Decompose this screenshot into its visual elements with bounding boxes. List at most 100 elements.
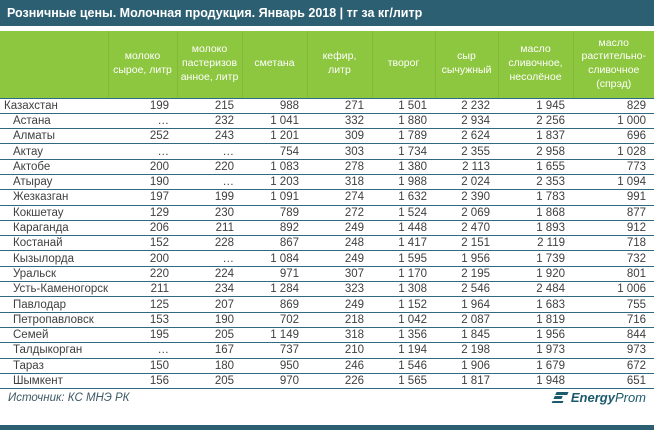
price-value: 1 028	[573, 143, 654, 160]
header-row: молоко сырое, литр молоко пастеризованное…	[0, 31, 654, 99]
price-value: 950	[242, 358, 307, 374]
price-value: 224	[177, 266, 242, 283]
price-value: 190	[177, 312, 242, 328]
price-value: 199	[177, 189, 242, 206]
table-row: Алматы 252 243 1 201 309 1 789 2 624 1 837 696	[0, 128, 654, 145]
price-value: 2 355	[435, 143, 498, 160]
price-value: 1 956	[498, 327, 573, 344]
price-value: 2 195	[435, 266, 498, 283]
price-value: 2 958	[498, 143, 573, 160]
column-header: творог	[371, 31, 435, 99]
price-value: 249	[307, 220, 372, 237]
price-value: 205	[177, 327, 242, 344]
price-value: 332	[307, 113, 372, 130]
price-value: 303	[307, 143, 372, 160]
table-row: Астана… 232 1 041 332 1 880 2 934 2 256 1 000	[0, 113, 654, 130]
price-value: 1 041	[242, 113, 307, 130]
price-value: 867	[242, 235, 307, 252]
price-value: 651	[573, 373, 654, 390]
price-value: 755	[573, 296, 654, 313]
price-value: 1 817	[435, 373, 498, 390]
table-row: Актобе 200 220 1 083 278 1 380 2 113 1 655 773	[0, 159, 654, 175]
region-name: Усть-Каменогорск	[0, 281, 108, 298]
price-value: 1 948	[498, 373, 573, 390]
table-row: Петропавловск 153 190 702 218 1 042 2 087 1 819…	[0, 312, 654, 328]
logo-text: EnergyProm	[571, 391, 646, 404]
price-value: 2 119	[498, 235, 573, 252]
region-name: Талдыкорган	[0, 342, 108, 359]
price-value: 1 739	[498, 250, 573, 267]
region-name: Петропавловск	[0, 312, 108, 328]
price-value: 1 203	[242, 174, 307, 191]
price-value: 125	[108, 296, 177, 313]
region-name: Жезказган	[0, 189, 108, 206]
price-value: 195	[108, 327, 177, 344]
price-value: 1 595	[372, 250, 435, 267]
price-value: 1 417	[372, 235, 435, 252]
table-row: Костанай 152 228 867 248 1 417 2 151 2 119 718	[0, 235, 654, 252]
region-name: Уральск	[0, 266, 108, 283]
price-value: 1 880	[372, 113, 435, 130]
price-value: 156	[108, 373, 177, 390]
price-value: 210	[307, 342, 372, 359]
price-value: 2 198	[435, 342, 498, 359]
price-value: 1 501	[372, 98, 435, 114]
price-value: 2 470	[435, 220, 498, 237]
price-value: …	[177, 250, 242, 267]
price-value: 1 565	[372, 373, 435, 390]
price-value: 2 069	[435, 205, 498, 221]
price-value: …	[177, 174, 242, 191]
price-value: 274	[307, 189, 372, 206]
table-row: Казахстан 199 215 988 271 1 501 2 232 1 945 829	[0, 98, 654, 114]
price-value: 252	[108, 128, 177, 145]
table-row: Шымкент 156 205 970 226 1 565 1 817 1 948 651	[0, 373, 654, 390]
price-value: 153	[108, 312, 177, 328]
price-value: 1 201	[242, 128, 307, 145]
price-table: молоко сырое, литр молоко пастеризованное…	[0, 31, 654, 390]
price-value: 773	[573, 159, 654, 175]
price-value: 271	[307, 98, 372, 114]
price-value: 190	[108, 174, 177, 191]
price-value: 278	[307, 159, 372, 175]
price-value: 2 087	[435, 312, 498, 328]
table-row: Караганда 206 211 892 249 1 448 2 470 1 893 912	[0, 220, 654, 237]
price-value: 869	[242, 296, 307, 313]
region-name: Тараз	[0, 358, 108, 374]
price-value: 789	[242, 205, 307, 221]
price-value: 892	[242, 220, 307, 237]
region-name: Павлодар	[0, 296, 108, 313]
region-name: Астана	[0, 113, 108, 130]
price-value: 1 170	[372, 266, 435, 283]
price-value: 716	[573, 312, 654, 328]
region-name: Шымкент	[0, 373, 108, 390]
price-value: 205	[177, 373, 242, 390]
region-name: Атырау	[0, 174, 108, 191]
price-value: 2 113	[435, 159, 498, 175]
price-value: 211	[177, 220, 242, 237]
price-value: 249	[307, 296, 372, 313]
price-value: 1 000	[573, 113, 654, 130]
price-value: 1 083	[242, 159, 307, 175]
region-name: Семей	[0, 327, 108, 344]
price-value: 1 042	[372, 312, 435, 328]
price-value: 1 734	[372, 143, 435, 160]
price-value: 1 837	[498, 128, 573, 145]
region-column-header	[0, 31, 108, 99]
price-value: 249	[307, 250, 372, 267]
price-value: 1 945	[498, 98, 573, 114]
price-value: 1 988	[372, 174, 435, 191]
price-value: 207	[177, 296, 242, 313]
price-value: 1 906	[435, 358, 498, 374]
price-value: 211	[108, 281, 177, 298]
price-value: 307	[307, 266, 372, 283]
price-value: 844	[573, 327, 654, 344]
price-value: 1 973	[498, 342, 573, 359]
price-value: 246	[307, 358, 372, 374]
price-value: 1 546	[372, 358, 435, 374]
footer: Источник: КС МНЭ РК EnergyProm	[0, 389, 654, 406]
price-value: 2 232	[435, 98, 498, 114]
price-value: 1 094	[573, 174, 654, 191]
price-value: 2 151	[435, 235, 498, 252]
table-row: Актау…… 754 303 1 734 2 355 2 958 1 028	[0, 143, 654, 160]
